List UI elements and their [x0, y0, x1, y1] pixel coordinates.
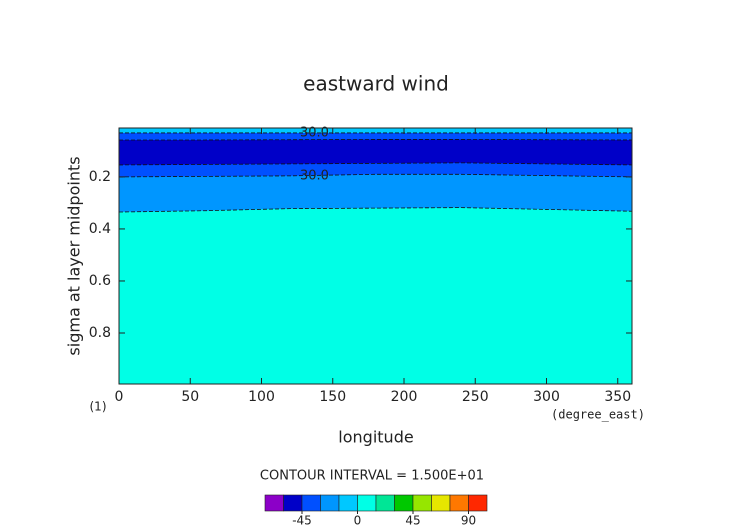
x-tick-label: 350 [604, 389, 631, 405]
contour-line [118, 162, 633, 166]
colorbar-segment [357, 494, 377, 512]
plot-frame [118, 127, 633, 385]
y-tick-label: 0.4 [89, 221, 111, 237]
colorbar-label: 45 [405, 514, 420, 528]
y-tick-label: 0.2 [89, 169, 111, 185]
x-tick-label: 150 [319, 389, 346, 405]
contour-label: 30.0 [300, 125, 329, 140]
corner-label: (1) [90, 400, 107, 414]
colorbar-segment [431, 494, 451, 512]
y-tick-label: 0.8 [89, 325, 111, 341]
colorbar-label: -45 [292, 514, 312, 528]
x-tick-label: 250 [462, 389, 489, 405]
contour-note: CONTOUR INTERVAL = 1.500E+01 [260, 469, 484, 484]
x-axis-label: longitude [338, 428, 413, 447]
colorbar-segment [320, 494, 340, 512]
colorbar-label: 0 [354, 514, 362, 528]
contour-line [119, 139, 633, 141]
contour-band [119, 128, 632, 133]
x-tick-label: 300 [533, 389, 560, 405]
contour-label: 30.0 [300, 168, 329, 183]
colorbar-segment [338, 494, 358, 512]
contour-line [118, 173, 633, 178]
colorbar-segment [412, 494, 432, 512]
colorbar-segment [264, 494, 284, 512]
y-tick-label: 0.6 [89, 273, 111, 289]
contour-line [118, 207, 633, 213]
x-tick-label: 50 [181, 389, 199, 405]
y-axis-label: sigma at layer midpoints [65, 156, 84, 355]
colorbar-segment [375, 494, 395, 512]
colorbar-segment [394, 494, 414, 512]
colorbar-segment [283, 494, 303, 512]
x-tick-label: 0 [115, 389, 124, 405]
x-tick-label: 100 [248, 389, 275, 405]
colorbar-label: 90 [461, 514, 476, 528]
colorbar-segment [468, 494, 488, 512]
colorbar-segment [301, 494, 321, 512]
x-tick-label: 200 [391, 389, 418, 405]
colorbar-segment [449, 494, 469, 512]
chart-title: eastward wind [303, 72, 449, 96]
x-unit: (degree_east) [551, 408, 645, 422]
